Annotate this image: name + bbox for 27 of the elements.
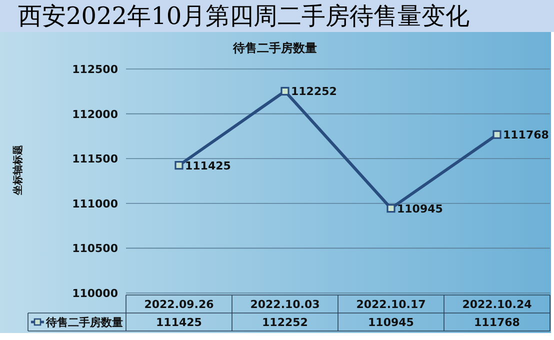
y-tick-label: 110000 xyxy=(72,287,118,300)
y-tick-label: 111000 xyxy=(72,197,118,210)
y-tick-label: 112500 xyxy=(72,63,118,76)
data-label: 112252 xyxy=(262,316,308,329)
annotation: 111768 xyxy=(503,128,549,142)
legend: 待售二手房数量 xyxy=(31,316,123,329)
x-tick-label: 2022.10.24 xyxy=(462,298,532,311)
chart-subtitle: 待售二手房数量 xyxy=(232,41,317,55)
point xyxy=(386,204,396,213)
point xyxy=(174,161,184,170)
point xyxy=(280,86,290,96)
y-tick-label: 110500 xyxy=(72,242,118,256)
point xyxy=(492,130,502,139)
annotation: 110945 xyxy=(397,202,443,216)
annotation: 111425 xyxy=(185,159,231,172)
y-tick-label: 111500 xyxy=(72,152,118,166)
data-label: 111768 xyxy=(474,316,520,329)
y-axis-title: 坐标轴标题 xyxy=(12,145,24,196)
x-tick-label: 2022.10.03 xyxy=(250,298,320,311)
data-label: 111425 xyxy=(156,316,202,329)
x-tick-label: 2022.10.17 xyxy=(356,298,426,311)
legend-label: 待售二手房数量 xyxy=(45,316,123,329)
data-label: 110945 xyxy=(368,316,414,329)
y-tick-label: 112000 xyxy=(72,108,118,121)
annotation: 112252 xyxy=(291,85,337,98)
x-tick-label: 2022.09.26 xyxy=(144,298,214,311)
chart-title: 西安2022年10月第四周二手房待售量变化 xyxy=(18,2,470,30)
